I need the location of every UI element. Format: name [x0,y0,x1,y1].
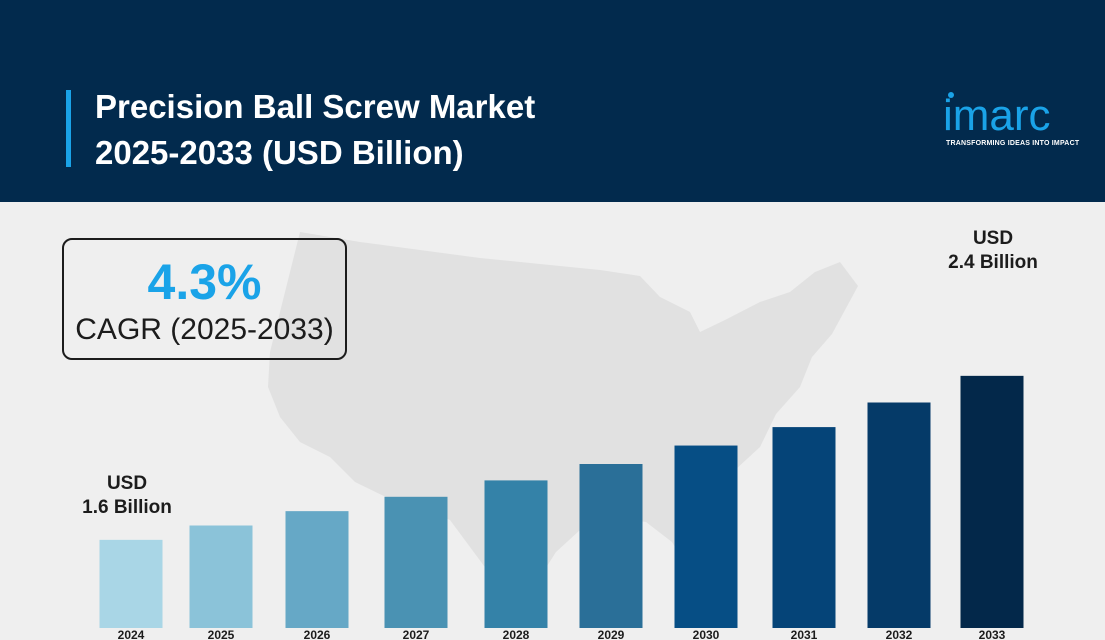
imarc-logo: imarc TRANSFORMING IDEAS INTO IMPACT [940,88,1090,152]
x-tick-label-2024: 2024 [118,628,145,640]
x-tick-label-2029: 2029 [598,628,625,640]
cagr-value: 4.3% [147,254,262,310]
end-annotation-line1: USD [972,228,1014,249]
x-tick-label-2026: 2026 [304,628,331,640]
title-accent-bar [66,90,71,167]
chart-title-line1: Precision Ball Screw Market [95,88,536,125]
start-annotation-line2: 1.6 Billion [82,497,172,518]
bar-2029 [579,464,643,628]
x-tick-label-2031: 2031 [791,628,818,640]
bar-2025 [189,525,253,628]
start-annotation-line1: USD [106,473,148,494]
logo-dot-icon [948,92,954,98]
bar-2027 [384,496,448,628]
bar-2030 [674,445,738,628]
cagr-label: CAGR (2025-2033) [75,313,334,346]
bar-2024 [99,539,163,628]
bar-2032 [867,402,931,628]
x-tick-label-2033: 2033 [979,628,1006,640]
end-annotation-line2: 2.4 Billion [948,252,1038,273]
x-tick-label-2032: 2032 [886,628,913,640]
end-value-annotation: USD 2.4 Billion [935,227,1051,275]
start-value-annotation: USD 1.6 Billion [72,472,182,520]
bar-2028 [484,480,548,628]
bar-chart: 2024 2025 2026 2027 2028 2029 2030 2031 2032 2033 [99,375,1024,640]
bar-2033 [960,375,1024,628]
chart-title: Precision Ball Screw Market 2025-2033 (U… [95,84,695,176]
cagr-box: 4.3% CAGR (2025-2033) [62,238,347,360]
chart-title-line2: 2025-2033 (USD Billion) [95,134,464,171]
bar-2031 [772,427,836,628]
x-tick-label-2028: 2028 [503,628,530,640]
x-tick-label-2030: 2030 [693,628,720,640]
x-tick-label-2025: 2025 [208,628,235,640]
bar-2026 [285,511,349,628]
x-tick-label-2027: 2027 [403,628,430,640]
logo-wordmark: imarc [943,91,1051,140]
logo-tagline: TRANSFORMING IDEAS INTO IMPACT [946,140,1080,147]
header-banner: Precision Ball Screw Market 2025-2033 (U… [0,0,1105,202]
